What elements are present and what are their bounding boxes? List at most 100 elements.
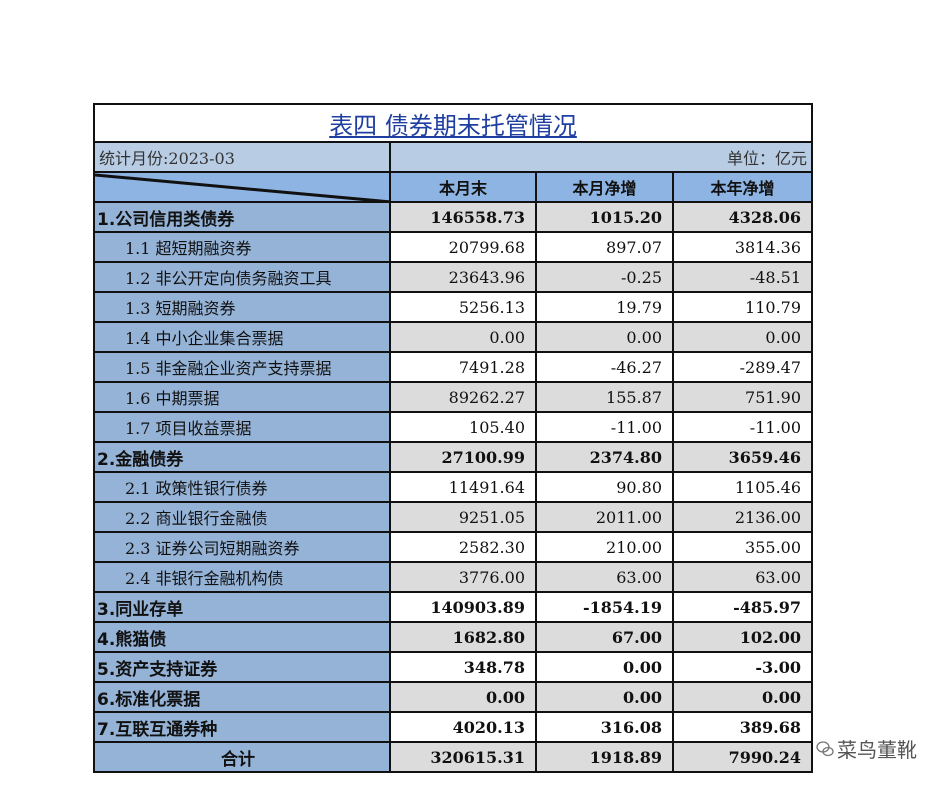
- value-cell: -3.00: [671, 651, 814, 683]
- value-cell: 9251.05: [389, 501, 537, 533]
- value-cell: 3814.36: [671, 231, 814, 263]
- value-cell: 105.40: [389, 411, 537, 443]
- value-cell: -0.25: [535, 261, 674, 293]
- table-row: 1.6 中期票据 89262.27 155.87 751.90: [93, 381, 814, 413]
- value-cell: 0.00: [535, 681, 674, 713]
- value-cell: 0.00: [389, 681, 537, 713]
- month-label: 统计月份:2023-03: [93, 141, 391, 173]
- value-cell: 19.79: [535, 291, 674, 323]
- value-cell: 348.78: [389, 651, 537, 683]
- value-cell: 67.00: [535, 621, 674, 653]
- value-cell: 1918.89: [535, 741, 674, 773]
- value-cell: 110.79: [671, 291, 814, 323]
- value-cell: -11.00: [535, 411, 674, 443]
- row-label: 2.金融债券: [93, 441, 391, 473]
- value-cell: 355.00: [671, 531, 814, 563]
- value-cell: 23643.96: [389, 261, 537, 293]
- col-header: 本年净增: [671, 171, 814, 203]
- value-cell: 63.00: [671, 561, 814, 593]
- value-cell: 63.00: [535, 561, 674, 593]
- row-label: 1.4 中小企业集合票据: [93, 321, 391, 353]
- value-cell: 0.00: [535, 321, 674, 353]
- table-row: 1.5 非金融企业资产支持票据 7491.28 -46.27 -289.47: [93, 351, 814, 383]
- col-header: 本月末: [389, 171, 537, 203]
- value-cell: -289.47: [671, 351, 814, 383]
- value-cell: 2582.30: [389, 531, 537, 563]
- row-label: 1.2 非公开定向债务融资工具: [93, 261, 391, 293]
- row-label: 7.互联互通券种: [93, 711, 391, 743]
- value-cell: 4328.06: [671, 201, 814, 233]
- value-cell: 89262.27: [389, 381, 537, 413]
- value-cell: 102.00: [671, 621, 814, 653]
- table-row: 2.2 商业银行金融债 9251.05 2011.00 2136.00: [93, 501, 814, 533]
- value-cell: 155.87: [535, 381, 674, 413]
- table-row: 2.3 证券公司短期融资券 2582.30 210.00 355.00: [93, 531, 814, 563]
- value-cell: 7990.24: [671, 741, 814, 773]
- row-label: 1.3 短期融资券: [93, 291, 391, 323]
- row-label: 1.公司信用类债券: [93, 201, 391, 233]
- col-header: 本月净增: [535, 171, 674, 203]
- bond-custody-table: 表四 债券期末托管情况 统计月份:2023-03 单位：亿元 本月末 本月净增 本…: [92, 103, 814, 773]
- wechat-icon: [816, 740, 834, 756]
- value-cell: 7491.28: [389, 351, 537, 383]
- row-label: 2.4 非银行金融机构债: [93, 561, 391, 593]
- value-cell: 389.68: [671, 711, 814, 743]
- value-cell: 0.00: [671, 321, 814, 353]
- value-cell: 210.00: [535, 531, 674, 563]
- value-cell: 2136.00: [671, 501, 814, 533]
- value-cell: 4020.13: [389, 711, 537, 743]
- value-cell: 0.00: [671, 681, 814, 713]
- value-cell: 146558.73: [389, 201, 537, 233]
- table-row: 1.公司信用类债券 146558.73 1015.20 4328.06: [93, 201, 814, 233]
- row-label: 1.6 中期票据: [93, 381, 391, 413]
- table-row: 3.同业存单 140903.89 -1854.19 -485.97: [93, 591, 814, 623]
- value-cell: 1015.20: [535, 201, 674, 233]
- row-label: 6.标准化票据: [93, 681, 391, 713]
- value-cell: 2011.00: [535, 501, 674, 533]
- table-row: 2.4 非银行金融机构债 3776.00 63.00 63.00: [93, 561, 814, 593]
- value-cell: -48.51: [671, 261, 814, 293]
- value-cell: 3776.00: [389, 561, 537, 593]
- value-cell: -1854.19: [535, 591, 674, 623]
- value-cell: 5256.13: [389, 291, 537, 323]
- table-row: 合计 320615.31 1918.89 7990.24: [93, 741, 814, 773]
- value-cell: 320615.31: [389, 741, 537, 773]
- row-label: 合计: [93, 741, 391, 773]
- value-cell: -11.00: [671, 411, 814, 443]
- value-cell: 20799.68: [389, 231, 537, 263]
- unit-label: 单位：亿元: [388, 141, 814, 173]
- value-cell: 3659.46: [671, 441, 814, 473]
- row-label: 1.1 超短期融资券: [93, 231, 391, 263]
- table-row: 2.1 政策性银行债券 11491.64 90.80 1105.46: [93, 471, 814, 503]
- table-row: 1.4 中小企业集合票据 0.00 0.00 0.00: [93, 321, 814, 353]
- table-row: 1.2 非公开定向债务融资工具 23643.96 -0.25 -48.51: [93, 261, 814, 293]
- row-label: 2.3 证券公司短期融资券: [93, 531, 391, 563]
- table-row: 4.熊猫债 1682.80 67.00 102.00: [93, 621, 814, 653]
- table-row: 6.标准化票据 0.00 0.00 0.00: [93, 681, 814, 713]
- value-cell: 140903.89: [389, 591, 537, 623]
- diagonal-header-cell: [93, 171, 391, 203]
- value-cell: 90.80: [535, 471, 674, 503]
- row-label: 1.7 项目收益票据: [93, 411, 391, 443]
- value-cell: -46.27: [535, 351, 674, 383]
- value-cell: 27100.99: [389, 441, 537, 473]
- table-row: 5.资产支持证券 348.78 0.00 -3.00: [93, 651, 814, 683]
- value-cell: 0.00: [535, 651, 674, 683]
- watermark: 菜鸟董靴: [816, 734, 917, 763]
- row-label: 1.5 非金融企业资产支持票据: [93, 351, 391, 383]
- row-label: 5.资产支持证券: [93, 651, 391, 683]
- value-cell: 316.08: [535, 711, 674, 743]
- watermark-text: 菜鸟董靴: [837, 738, 917, 762]
- value-cell: 11491.64: [389, 471, 537, 503]
- value-cell: 1682.80: [389, 621, 537, 653]
- row-label: 2.1 政策性银行债券: [93, 471, 391, 503]
- value-cell: 0.00: [389, 321, 537, 353]
- value-cell: 751.90: [671, 381, 814, 413]
- value-cell: 1105.46: [671, 471, 814, 503]
- table-row: 1.3 短期融资券 5256.13 19.79 110.79: [93, 291, 814, 323]
- table-row: 2.金融债券 27100.99 2374.80 3659.46: [93, 441, 814, 473]
- table-row: 7.互联互通券种 4020.13 316.08 389.68: [93, 711, 814, 743]
- table-row: 1.1 超短期融资券 20799.68 897.07 3814.36: [93, 231, 814, 263]
- row-label: 4.熊猫债: [93, 621, 391, 653]
- row-label: 2.2 商业银行金融债: [93, 501, 391, 533]
